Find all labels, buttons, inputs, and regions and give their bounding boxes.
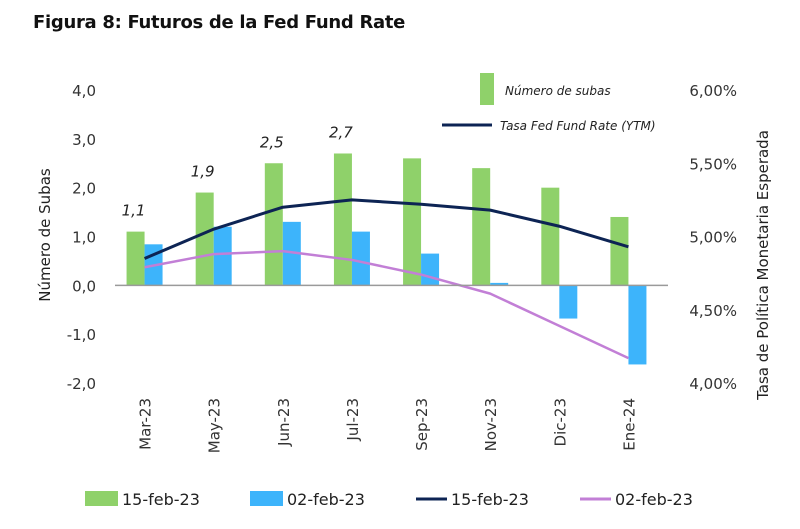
y-tick-label: 4,0 (72, 82, 96, 100)
bar-02-feb-23-Ene-24 (628, 285, 647, 365)
y2-tick-label: 4,50% (689, 302, 737, 320)
x-tick-label: Ene-24 (620, 398, 638, 451)
legend-label: 15-feb-23 (122, 490, 200, 509)
line-series-0-15-feb-23 (143, 198, 629, 260)
bar-02-feb-23-May-23 (213, 226, 232, 286)
legend-group: Número de subas Tasa Fed Fund Rate (YTM) 1… (85, 73, 693, 509)
bar-15-feb-23-Sep-23 (403, 158, 422, 286)
data-label: 1,1 (122, 202, 146, 220)
bar-15-feb-23-Jul-23 (333, 153, 352, 286)
bar-15-feb-23-May-23 (195, 192, 214, 286)
lines-group (143, 198, 629, 360)
inner-legend-label: Tasa Fed Fund Rate (YTM) (500, 119, 656, 133)
y2-tick-label: 5,00% (689, 229, 737, 247)
y-tick-label: 0,0 (72, 277, 96, 295)
bar-15-feb-23-Nov-23 (472, 168, 491, 286)
data-label: 2,5 (260, 133, 284, 151)
x-tick-label: Jul-23 (344, 398, 362, 442)
chart-title: Figura 8: Futuros de la Fed Fund Rate (33, 12, 406, 33)
x-tick-label: May-23 (206, 398, 224, 453)
data-label: 2,7 (329, 123, 353, 141)
legend-swatch-bar (85, 491, 118, 506)
bar-15-feb-23-Jun-23 (264, 163, 283, 286)
y-tick-label: -1,0 (67, 326, 96, 344)
bar-15-feb-23-Dic-23 (541, 187, 560, 286)
x-tick-label: Nov-23 (482, 398, 500, 451)
bar-02-feb-23-Sep-23 (421, 253, 440, 286)
bar-02-feb-23-Jun-23 (282, 221, 301, 286)
y-tick-label: 2,0 (72, 180, 96, 198)
legend-label: 02-feb-23 (615, 490, 693, 509)
axes-group: 4,0 3,0 2,0 1,0 0,0 -1,0 -2,0 6,00% 5,50% 5,00% 4,… (36, 82, 772, 453)
labels-group: 1,1 1,9 2,5 2,7 (122, 123, 354, 219)
y2-tick-label: 6,00% (689, 82, 737, 100)
legend-swatch-bar (250, 491, 283, 506)
bar-02-feb-23-Jul-23 (351, 231, 370, 286)
y-tick-label: -2,0 (67, 375, 96, 393)
data-label: 1,9 (191, 163, 215, 181)
x-tick-label: Sep-23 (413, 398, 431, 451)
bar-15-feb-23-Ene-24 (610, 216, 629, 286)
y2-tick-label: 5,50% (689, 155, 737, 173)
line-series-1-02-feb-23 (144, 249, 629, 360)
bars-group (126, 153, 647, 365)
y-axis-title: Número de Subas (36, 168, 54, 302)
y2-axis-title: Tasa de Política Monetaria Esperada (754, 130, 772, 401)
inner-legend-label: Número de subas (505, 84, 611, 98)
legend-label: 15-feb-23 (451, 490, 529, 509)
inner-legend-swatch-bar (480, 73, 494, 105)
bar-02-feb-23-Nov-23 (490, 282, 509, 286)
bar-15-feb-23-Mar-23 (126, 231, 145, 286)
y-tick-label: 1,0 (72, 229, 96, 247)
x-tick-label: Mar-23 (137, 398, 155, 450)
y2-tick-label: 4,00% (689, 375, 737, 393)
legend-label: 02-feb-23 (287, 490, 365, 509)
y-tick-label: 3,0 (72, 131, 96, 149)
bar-02-feb-23-Dic-23 (559, 285, 578, 319)
x-tick-label: Jun-23 (275, 398, 293, 447)
x-tick-label: Dic-23 (551, 398, 569, 446)
